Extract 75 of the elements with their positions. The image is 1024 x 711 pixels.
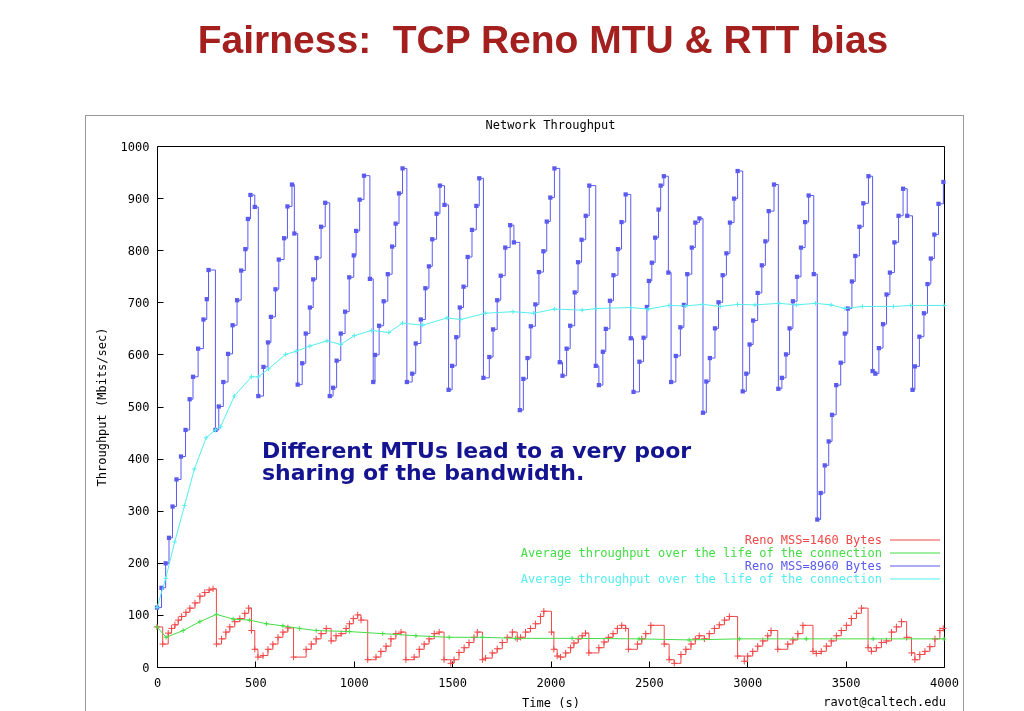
point — [569, 635, 575, 642]
point — [686, 637, 692, 643]
point — [213, 611, 220, 618]
point — [197, 618, 203, 625]
x-tick-label: 3500 — [831, 675, 861, 690]
point — [230, 616, 236, 622]
chart-title: Fairness: TCP Reno MTU & RTT bias — [196, 18, 890, 62]
y-tick-label: 700 — [127, 295, 150, 310]
y-tick-label: 200 — [127, 556, 150, 571]
point — [812, 300, 819, 307]
point — [479, 634, 486, 641]
point — [399, 320, 406, 326]
point — [293, 348, 299, 355]
y-tick-label: 300 — [127, 504, 150, 519]
legend-label: Reno MSS=8960 Bytes — [744, 559, 882, 573]
point — [307, 343, 313, 349]
y-tick-label: 1000 — [120, 139, 150, 154]
point — [368, 327, 375, 334]
y-tick-label: 0 — [142, 660, 150, 675]
y-axis-title: Throughput (Mbits/sec) — [94, 327, 109, 487]
point — [280, 623, 286, 629]
x-tick-label: 1000 — [339, 675, 369, 690]
point — [171, 539, 178, 545]
point — [636, 636, 642, 642]
point — [890, 303, 897, 310]
x-axis-title: Time (s) — [522, 695, 580, 710]
point — [191, 466, 198, 472]
point — [346, 628, 353, 635]
point — [296, 625, 303, 632]
x-tick-label: 2500 — [634, 675, 664, 690]
point — [803, 636, 810, 642]
point — [593, 305, 599, 312]
legend-label: Average throughput over the life of the connection — [520, 546, 882, 560]
point — [870, 636, 876, 642]
chart-subtitle: Network Throughput — [485, 118, 616, 132]
point — [510, 308, 516, 315]
point — [413, 633, 419, 639]
point — [181, 502, 188, 509]
y-tick-label: 500 — [127, 400, 150, 414]
x-tick-label: 3000 — [733, 675, 763, 690]
y-tick-label: 600 — [127, 347, 150, 362]
x-tick-label: 1500 — [438, 675, 468, 690]
point — [666, 302, 672, 309]
y-tick-label: 100 — [127, 608, 150, 623]
point — [163, 634, 169, 641]
point — [734, 301, 741, 308]
y-tick-label: 800 — [127, 243, 150, 258]
point — [265, 366, 272, 372]
x-tick-label: 2000 — [536, 675, 566, 690]
point — [828, 302, 834, 308]
point — [444, 315, 450, 321]
point — [379, 630, 386, 637]
point — [717, 303, 724, 310]
text: ravot@caltech.edu — [823, 695, 946, 709]
point — [162, 575, 169, 582]
y-tick-label: 400 — [127, 452, 150, 467]
point — [579, 307, 585, 313]
point — [351, 332, 358, 339]
point — [752, 302, 758, 308]
annotation: Different MTUs lead to a very poor sharing of the bandwidth. — [262, 438, 693, 485]
point — [736, 636, 743, 642]
legend-label: Reno MSS=1460 Bytes — [744, 533, 882, 547]
x-tick-label: 500 — [245, 675, 267, 690]
point — [776, 300, 782, 307]
point — [551, 306, 558, 312]
y-tick-label: 900 — [127, 191, 150, 206]
point — [793, 302, 800, 308]
legend-label: Average throughput over the life of the connection — [520, 572, 882, 586]
x-tick-label: 4000 — [930, 675, 959, 690]
point — [246, 617, 253, 623]
point — [231, 393, 238, 399]
point — [324, 338, 330, 344]
point — [700, 301, 706, 308]
point — [282, 351, 289, 358]
x-tick-label: 0 — [153, 675, 162, 690]
